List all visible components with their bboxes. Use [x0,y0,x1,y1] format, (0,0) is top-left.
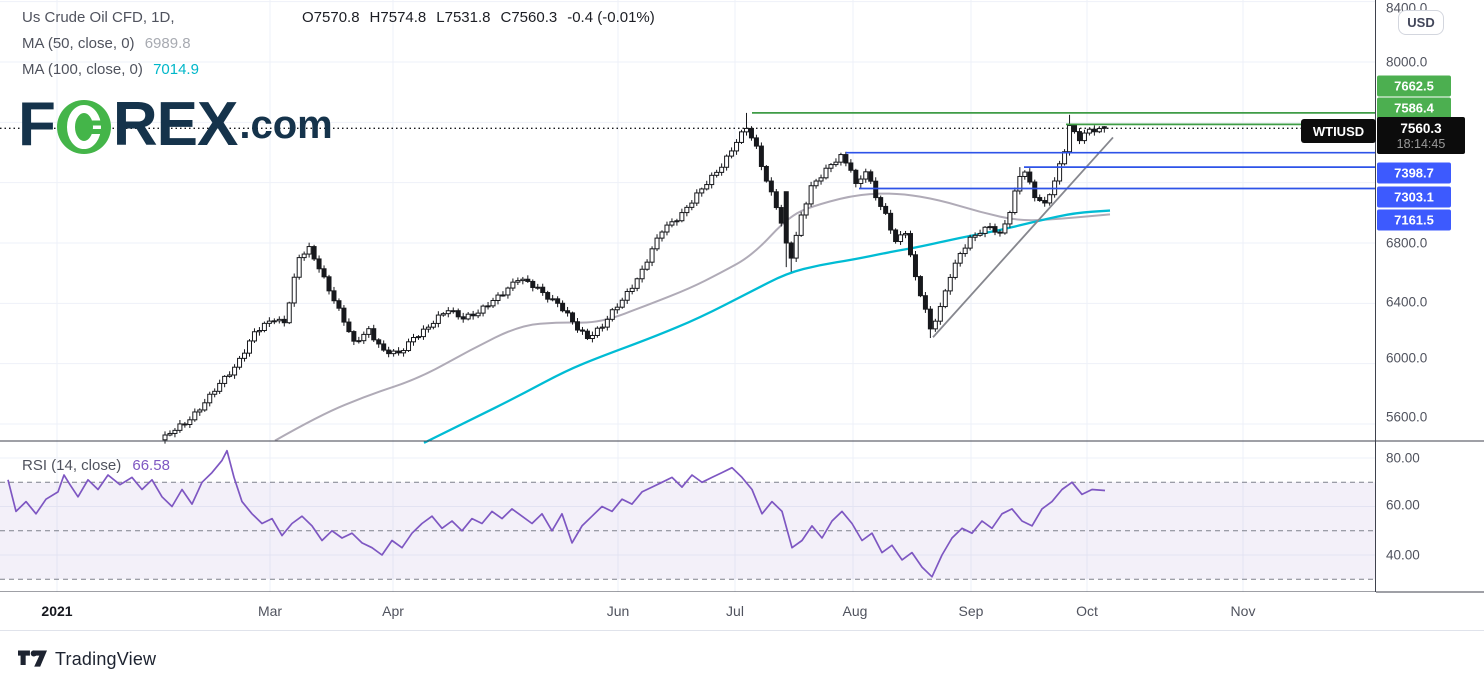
time-tick-Jul: Jul [726,603,744,619]
ma50-value: 6989.8 [144,35,191,52]
ma100-label: MA (100, close, 0) [22,61,143,78]
time-tick-Apr: Apr [382,603,404,619]
last-price-badge: 7560.3 18:14:45 [1377,117,1465,154]
axis-tick-6800.0: 6800.0 [1386,235,1428,251]
rsi-line[interactable] [7,449,1106,578]
rsi-label: RSI (14, close) [22,457,122,474]
ohlc-part-3: C7560.3 [500,9,558,26]
price-level-badge-7586.4: 7586.4 [1377,97,1451,119]
axis-tick-5600.0: 5600.0 [1386,409,1428,425]
tradingview-logo-icon [18,650,47,667]
ohlc-part-4: -0.4 (-0.01%) [567,9,655,26]
tradingview-brand-text: TradingView [55,648,157,669]
axis-tick-6400.0: 6400.0 [1386,294,1428,310]
axis-tick-6000.0: 6000.0 [1386,350,1428,366]
last-price-value: 7560.3 [1400,121,1442,136]
countdown-timer: 18:14:45 [1396,137,1446,151]
forex-logo-text-f: F [18,90,56,159]
ohlc-part-2: L7531.8 [436,9,491,26]
currency-toggle-button[interactable]: USD [1398,10,1444,35]
forex-logo-text-rex: REX [112,90,238,159]
axis-tick-8000.0: 8000.0 [1386,54,1428,70]
time-tick-2021: 2021 [41,603,73,619]
price-chart-canvas[interactable] [0,0,1376,630]
rsi-legend[interactable]: RSI (14, close) 66.58 [22,457,170,474]
axis-tick-80.00: 80.00 [1386,450,1420,466]
ma50-legend[interactable]: MA (50, close, 0) 6989.8 [22,35,191,52]
ohlc-values: O7570.8 H7574.8 L7531.8 C7560.3 -0.4 (-0.01%… [302,9,665,26]
time-tick-Jun: Jun [606,603,630,619]
time-tick-Mar: Mar [257,603,283,619]
candlestick-series[interactable] [162,112,1107,444]
symbol-legend[interactable]: Us Crude Oil CFD, 1D, [22,9,175,26]
ohlc-part-1: H7574.8 [369,9,427,26]
ma50-label: MA (50, close, 0) [22,35,135,52]
ma50-line[interactable] [274,192,1111,442]
time-scale[interactable]: 2021 Mar Apr Jun Jul Aug Sep Oct Nov [0,592,1484,630]
axis-tick-60.00: 60.00 [1386,497,1420,513]
price-scale[interactable]: 8400.0 8000.0 6800.0 6400.0 6000.0 5600.0 80.0… [1376,0,1484,630]
price-level-badge-7161.5: 7161.5 [1377,209,1451,231]
tradingview-attribution[interactable]: TradingView [18,648,156,670]
price-level-badge-7398.7: 7398.7 [1377,162,1451,184]
forex-com-watermark: F REX .com [18,90,333,159]
trend-line[interactable] [932,136,1114,338]
ma100-value: 7014.9 [153,61,199,78]
ma100-legend[interactable]: MA (100, close, 0) 7014.9 [22,61,199,78]
price-level-badge-7303.1: 7303.1 [1377,186,1451,208]
axis-tick-40.00: 40.00 [1386,547,1420,563]
time-tick-Oct: Oct [1076,603,1098,619]
forex-logo-text-com: .com [239,103,333,147]
time-tick-Aug: Aug [842,603,868,619]
ohlc-part-0: O7570.8 [302,9,360,26]
forex-logo-o-icon [56,100,111,154]
price-level-badge-7662.5: 7662.5 [1377,75,1451,97]
symbol-price-label: WTIUSD [1301,119,1376,143]
rsi-value: 66.58 [132,457,170,474]
time-tick-Sep: Sep [958,603,984,619]
time-tick-Nov: Nov [1230,603,1256,619]
symbol-title: Us Crude Oil CFD, 1D, [22,9,175,26]
